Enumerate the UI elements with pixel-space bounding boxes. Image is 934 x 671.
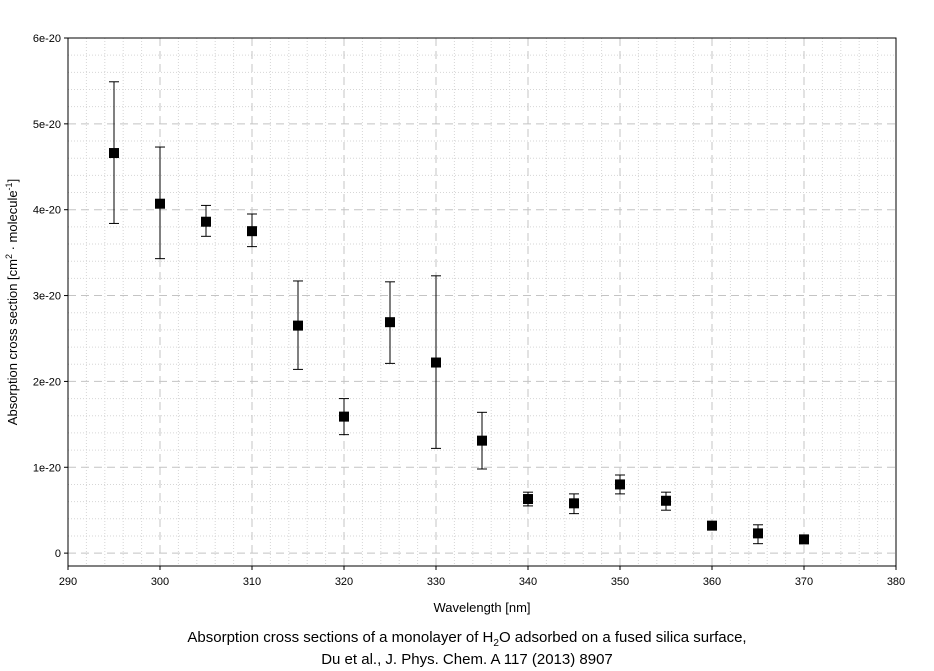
data-point: [707, 520, 717, 531]
x-tick-label: 330: [427, 576, 445, 588]
plot-frame: [67, 37, 897, 567]
data-point: [569, 498, 579, 509]
caption-line-1: Absorption cross sections of a monolayer…: [0, 629, 934, 649]
data-point: [293, 320, 303, 331]
y-tick-label: 4e-20: [33, 205, 61, 217]
y-axis-ticks: 0 1e-20 2e-20 3e-20 4e-20 5e-20 6e-20: [33, 33, 68, 560]
data-point: [799, 534, 809, 545]
y-tick-label: 5e-20: [33, 119, 61, 131]
caption-line-1-suffix: O adsorbed on a fused silica surface,: [498, 629, 747, 646]
x-tick-label: 350: [611, 576, 629, 588]
data-point: [385, 317, 395, 328]
data-point: [753, 528, 763, 539]
x-tick-label: 340: [519, 576, 537, 588]
y-tick-label: 6e-20: [33, 33, 61, 45]
chart: 290 300 310 320 330 340 350 360 370 380 0 1e-20 2e-…: [4, 33, 905, 615]
x-tick-label: 320: [335, 576, 353, 588]
data-point: [431, 357, 441, 368]
data-point: [201, 216, 211, 227]
x-tick-label: 290: [59, 576, 77, 588]
caption-line-1-prefix: Absorption cross sections of a monolayer…: [187, 629, 494, 646]
x-tick-label: 370: [795, 576, 813, 588]
y-tick-label: 2e-20: [33, 376, 61, 388]
x-axis-title: Wavelength [nm]: [433, 600, 530, 615]
data-point: [339, 411, 349, 422]
x-tick-label: 380: [887, 576, 905, 588]
data-point: [523, 494, 533, 505]
caption-subscript: 2: [493, 638, 499, 649]
y-tick-label: 3e-20: [33, 291, 61, 303]
x-tick-label: 300: [151, 576, 169, 588]
caption-line-2: Du et al., J. Phys. Chem. A 117 (2013) 8…: [321, 651, 613, 668]
data-point: [615, 479, 625, 490]
y-tick-label: 0: [55, 548, 61, 560]
data-point: [661, 495, 671, 506]
plot-background: [68, 38, 896, 566]
data-markers: [109, 148, 809, 545]
data-point: [247, 226, 257, 237]
x-axis-ticks: 290 300 310 320 330 340 350 360 370 380: [59, 566, 905, 588]
data-point: [109, 148, 119, 159]
y-axis-title: Absorption cross section [cm2 · molecule…: [4, 179, 20, 425]
y-tick-label: 1e-20: [33, 462, 61, 474]
data-point: [477, 435, 487, 446]
x-tick-label: 310: [243, 576, 261, 588]
data-point: [155, 198, 165, 209]
minor-grid: [68, 38, 896, 566]
x-tick-label: 360: [703, 576, 721, 588]
